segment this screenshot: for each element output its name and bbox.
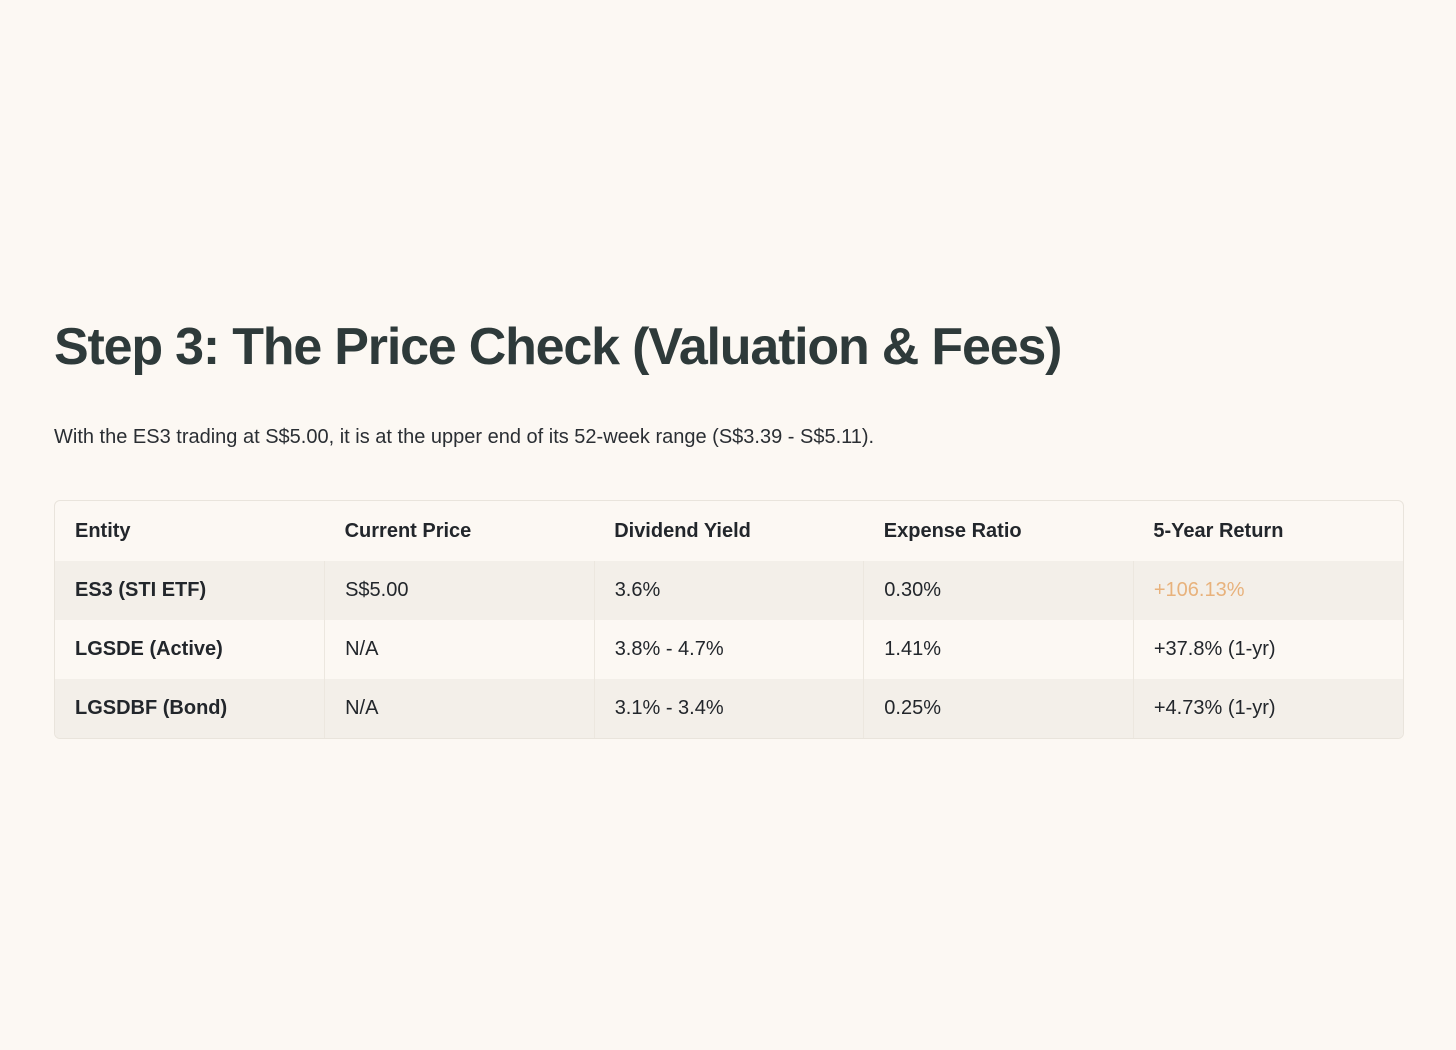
table-row: ES3 (STI ETF) S$5.00 3.6% 0.30% +106.13% bbox=[55, 561, 1403, 620]
cell-dividend-yield: 3.1% - 3.4% bbox=[593, 679, 864, 738]
intro-paragraph: With the ES3 trading at S$5.00, it is at… bbox=[54, 426, 875, 448]
cell-entity: ES3 (STI ETF) bbox=[75, 579, 207, 601]
cell-entity: LGSDBF (Bond) bbox=[75, 697, 228, 719]
header-entity: Entity bbox=[75, 519, 131, 542]
header-dividend-yield: Dividend Yield bbox=[614, 519, 751, 542]
cell-entity: LGSDE (Active) bbox=[75, 638, 223, 660]
comparison-table: Entity Current Price Dividend Yield Expe… bbox=[54, 500, 1404, 739]
header-current-price: Current Price bbox=[344, 519, 472, 542]
cell-five-year-return: +4.73% (1-yr) bbox=[1132, 679, 1403, 738]
cell-expense-ratio: 1.41% bbox=[863, 620, 1134, 679]
cell-dividend-yield: 3.6% bbox=[593, 561, 864, 620]
cell-current-price: N/A bbox=[324, 620, 595, 679]
section-heading: Step 3: The Price Check (Valuation & Fee… bbox=[54, 318, 1062, 376]
cell-current-price: N/A bbox=[324, 679, 595, 738]
table-header-row: Entity Current Price Dividend Yield Expe… bbox=[55, 501, 1403, 561]
cell-expense-ratio: 0.25% bbox=[863, 679, 1134, 738]
cell-five-year-return: +37.8% (1-yr) bbox=[1132, 620, 1403, 679]
table-row: LGSDE (Active) N/A 3.8% - 4.7% 1.41% +37… bbox=[55, 620, 1403, 679]
cell-current-price: S$5.00 bbox=[324, 561, 595, 620]
cell-expense-ratio: 0.30% bbox=[863, 561, 1134, 620]
header-five-year-return: 5-Year Return bbox=[1153, 519, 1284, 542]
article-section: Step 3: The Price Check (Valuation & Fee… bbox=[54, 316, 1404, 739]
cell-five-year-return: +106.13% bbox=[1132, 561, 1403, 620]
table-row: LGSDBF (Bond) N/A 3.1% - 3.4% 0.25% +4.7… bbox=[55, 679, 1403, 738]
cell-dividend-yield: 3.8% - 4.7% bbox=[593, 620, 864, 679]
header-expense-ratio: Expense Ratio bbox=[883, 519, 1022, 542]
